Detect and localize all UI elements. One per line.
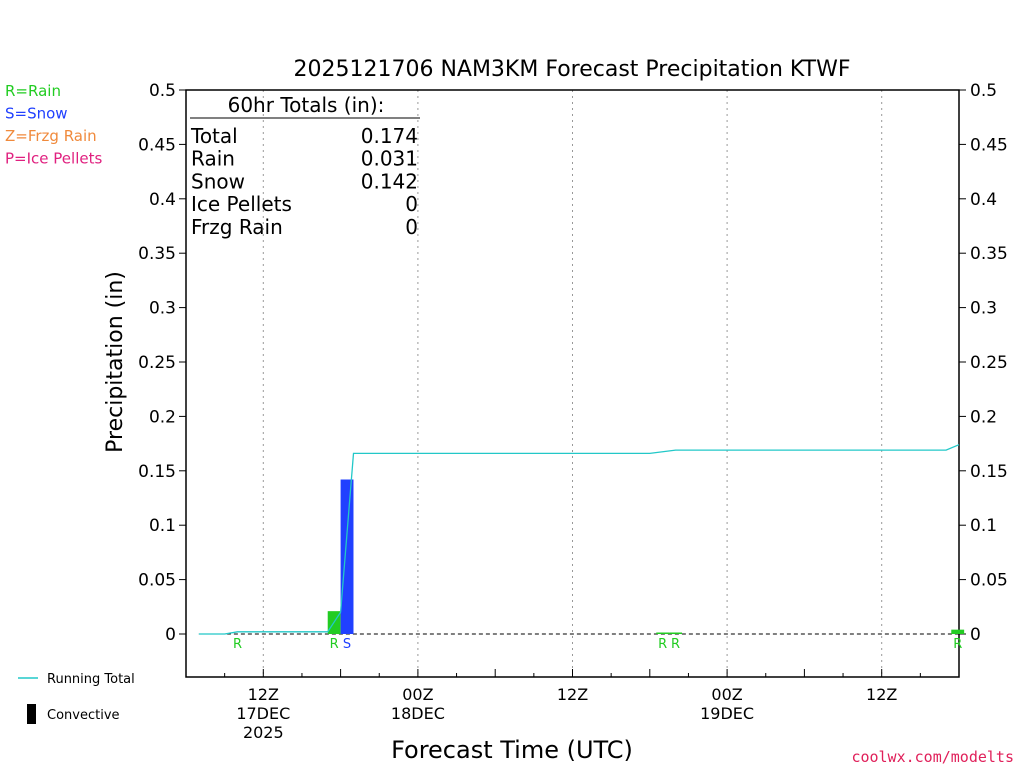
ptype-marker: R — [658, 637, 667, 652]
y-tick-label-right: 0.2 — [970, 407, 997, 427]
legend-entry-label: Convective — [47, 708, 120, 723]
y-tick-label-left: 0.3 — [149, 299, 176, 319]
x-tick-label: 12Z — [248, 685, 279, 704]
ptype-marker: R — [953, 637, 962, 652]
y-tick-label-right: 0 — [970, 625, 981, 645]
x-tick-label: 00Z — [711, 685, 742, 704]
totals-value: 0.031 — [361, 147, 418, 171]
precip-bar — [951, 629, 965, 634]
totals-value: 0 — [405, 192, 418, 216]
ptype-legend-entry: P=Ice Pellets — [5, 150, 102, 168]
y-tick-label-left: 0.25 — [138, 353, 176, 373]
x-tick-label: 17DEC — [236, 704, 290, 723]
totals-label: Total — [190, 124, 238, 148]
y-tick-label-left: 0 — [165, 625, 176, 645]
y-tick-label-left: 0.5 — [149, 81, 176, 101]
legend-bar-swatch — [27, 704, 36, 724]
y-tick-label-right: 0.5 — [970, 81, 997, 101]
y-tick-label-left: 0.15 — [138, 462, 176, 482]
y-tick-label-right: 0.1 — [970, 516, 997, 536]
x-axis-label: Forecast Time (UTC) — [391, 736, 633, 764]
ptype-legend-entry: R=Rain — [5, 82, 61, 100]
y-tick-label-left: 0.05 — [138, 571, 176, 591]
totals-label: Snow — [191, 169, 245, 193]
y-tick-label-left: 0.1 — [149, 516, 176, 536]
y-tick-label-left: 0.2 — [149, 407, 176, 427]
x-tick-label: 18DEC — [391, 704, 445, 723]
y-tick-label-right: 0.4 — [970, 190, 997, 210]
y-tick-label-right: 0.15 — [970, 462, 1008, 482]
totals-label: Ice Pellets — [191, 192, 292, 216]
y-tick-label-left: 0.45 — [138, 135, 176, 155]
y-tick-label-left: 0.4 — [149, 190, 176, 210]
legend-entry-label: Running Total — [47, 672, 135, 687]
ptype-legend: R=Rain S=Snow Z=Frzg Rain P=Ice Pellets — [5, 82, 102, 168]
ptype-legend-entry: S=Snow — [5, 105, 68, 123]
x-tick-label: 12Z — [557, 685, 588, 704]
credit-text: coolwx.com/modelts — [851, 748, 1014, 766]
totals-value: 0 — [405, 215, 418, 239]
totals-box: 60hr Totals (in): Total 0.174 Rain 0.031 Snow… — [190, 93, 420, 239]
y-axis-label: Precipitation (in) — [103, 271, 128, 453]
ptype-marker: R — [233, 637, 242, 652]
totals-heading: 60hr Totals (in): — [228, 93, 385, 117]
precip-bar — [656, 632, 670, 634]
totals-label: Frzg Rain — [191, 215, 283, 239]
totals-label: Rain — [191, 147, 235, 171]
precip-bars — [327, 479, 965, 634]
y-axis-left: 0 0.05 0.1 0.15 0.2 0.25 0.3 0.35 0.4 0.45 0.5 — [138, 81, 186, 645]
ptype-marker: R — [330, 637, 339, 652]
precip-bar — [669, 632, 683, 634]
ptype-marker: R — [671, 637, 680, 652]
totals-value: 0.142 — [361, 169, 418, 193]
x-tick-label: 12Z — [866, 685, 897, 704]
series-legend: Running Total Convective — [18, 672, 135, 724]
ptype-marker: S — [343, 637, 351, 652]
y-tick-label-right: 0.3 — [970, 299, 997, 319]
ptype-legend-entry: Z=Frzg Rain — [5, 127, 97, 145]
x-tick-label: 19DEC — [700, 704, 754, 723]
chart-title: 2025121706 NAM3KM Forecast Precipitation… — [293, 57, 850, 82]
y-tick-label-right: 0.05 — [970, 571, 1008, 591]
grid-lines — [262, 90, 883, 677]
running-total-line — [198, 444, 960, 635]
x-tick-label: 2025 — [243, 723, 284, 742]
y-tick-label-right: 0.25 — [970, 353, 1008, 373]
precip-bar — [340, 479, 354, 634]
y-tick-label-left: 0.35 — [138, 244, 176, 264]
y-tick-label-right: 0.45 — [970, 135, 1008, 155]
x-tick-label: 00Z — [402, 685, 433, 704]
y-axis-right: 0 0.05 0.1 0.15 0.2 0.25 0.3 0.35 0.4 0.45 0.5 — [959, 81, 1008, 645]
totals-value: 0.174 — [361, 124, 418, 148]
y-tick-label-right: 0.35 — [970, 244, 1008, 264]
